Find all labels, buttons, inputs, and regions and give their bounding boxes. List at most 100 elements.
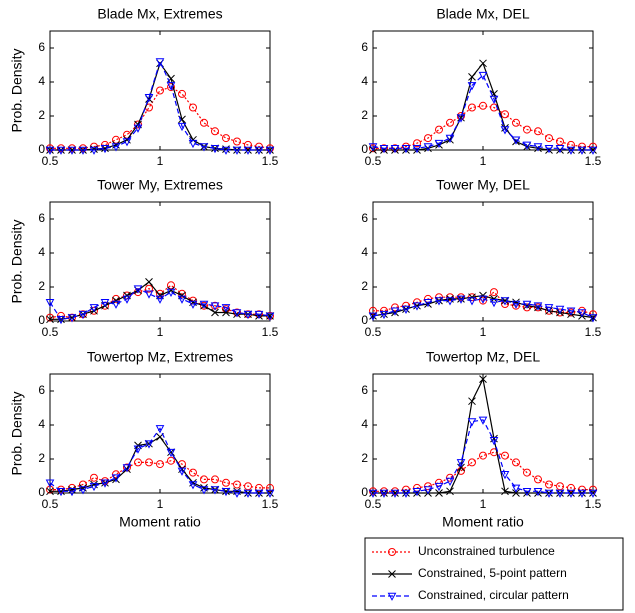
marker xyxy=(533,488,543,497)
marker xyxy=(423,143,433,152)
y-tick-label: 2 xyxy=(38,279,45,293)
marker xyxy=(368,312,378,321)
marker xyxy=(57,485,65,494)
marker xyxy=(222,308,230,317)
marker xyxy=(390,145,400,154)
marker xyxy=(445,477,455,487)
x-tick-label: 0.5 xyxy=(42,497,59,511)
marker xyxy=(254,146,264,155)
marker xyxy=(434,297,444,306)
marker xyxy=(189,298,197,307)
marker xyxy=(133,124,143,133)
marker xyxy=(188,300,198,309)
marker xyxy=(166,448,176,458)
y-tick-label: 6 xyxy=(361,383,368,397)
y-tick-label: 2 xyxy=(361,451,368,465)
axes-box xyxy=(372,373,594,494)
marker xyxy=(533,302,543,311)
marker xyxy=(133,445,143,454)
marker xyxy=(222,478,230,487)
marker xyxy=(166,288,176,298)
marker xyxy=(501,110,509,119)
marker xyxy=(577,146,587,155)
marker xyxy=(178,89,186,98)
marker xyxy=(200,475,208,484)
marker xyxy=(391,303,399,312)
marker xyxy=(534,475,542,484)
marker xyxy=(177,467,187,476)
marker xyxy=(111,474,121,483)
axes-box xyxy=(49,201,271,322)
marker xyxy=(391,487,399,496)
marker xyxy=(67,314,77,323)
marker xyxy=(89,304,99,313)
chart-title: Blade Mx, DEL xyxy=(436,6,530,22)
marker xyxy=(468,103,476,112)
x-tick-label: 1 xyxy=(157,154,164,168)
marker xyxy=(222,134,230,143)
marker xyxy=(456,459,466,468)
marker xyxy=(155,425,165,434)
marker xyxy=(456,295,466,304)
marker xyxy=(523,125,531,134)
marker xyxy=(424,134,432,143)
marker xyxy=(511,136,521,145)
x-tick-label: 1 xyxy=(480,154,487,168)
marker xyxy=(412,302,422,311)
x-tick-label: 0.5 xyxy=(42,154,59,168)
marker xyxy=(100,145,110,154)
marker xyxy=(566,146,576,155)
marker xyxy=(578,306,586,315)
marker xyxy=(522,141,532,150)
marker xyxy=(79,144,87,153)
marker xyxy=(67,146,77,155)
marker xyxy=(490,448,498,457)
marker xyxy=(78,486,88,495)
marker xyxy=(567,308,575,317)
y-tick-label: 6 xyxy=(38,383,45,397)
marker xyxy=(200,118,208,127)
marker xyxy=(479,451,487,460)
marker xyxy=(401,145,411,154)
marker xyxy=(468,73,476,81)
marker xyxy=(45,299,55,308)
marker xyxy=(145,458,153,467)
marker xyxy=(156,86,164,95)
marker xyxy=(46,315,54,324)
marker xyxy=(489,299,499,308)
marker xyxy=(588,314,598,323)
chart-title: Towertop Mz, Extremes xyxy=(87,349,233,365)
marker xyxy=(489,95,499,104)
marker xyxy=(434,482,444,492)
marker xyxy=(156,460,164,469)
marker xyxy=(588,489,598,498)
marker xyxy=(412,488,422,497)
marker xyxy=(522,488,532,497)
marker xyxy=(534,127,542,136)
marker xyxy=(533,143,543,152)
legend-label: Unconstrained turbulence xyxy=(418,544,555,558)
y-tick-label: 2 xyxy=(38,451,45,465)
axes-box xyxy=(49,30,271,151)
marker xyxy=(512,118,520,127)
marker xyxy=(111,143,121,152)
marker xyxy=(434,139,444,149)
marker xyxy=(211,475,219,484)
series-line xyxy=(50,59,270,151)
x-tick-label: 0.5 xyxy=(42,325,59,339)
y-tick-label: 0 xyxy=(361,313,368,327)
marker xyxy=(199,143,209,152)
marker xyxy=(243,489,253,498)
marker xyxy=(368,489,378,498)
marker xyxy=(369,144,377,153)
axes-box xyxy=(49,373,271,494)
marker xyxy=(122,138,132,147)
marker xyxy=(467,297,477,306)
marker xyxy=(144,440,154,449)
marker xyxy=(243,310,253,320)
y-tick-label: 0 xyxy=(361,142,368,156)
marker xyxy=(523,303,531,312)
marker xyxy=(56,316,66,325)
marker xyxy=(211,127,219,136)
